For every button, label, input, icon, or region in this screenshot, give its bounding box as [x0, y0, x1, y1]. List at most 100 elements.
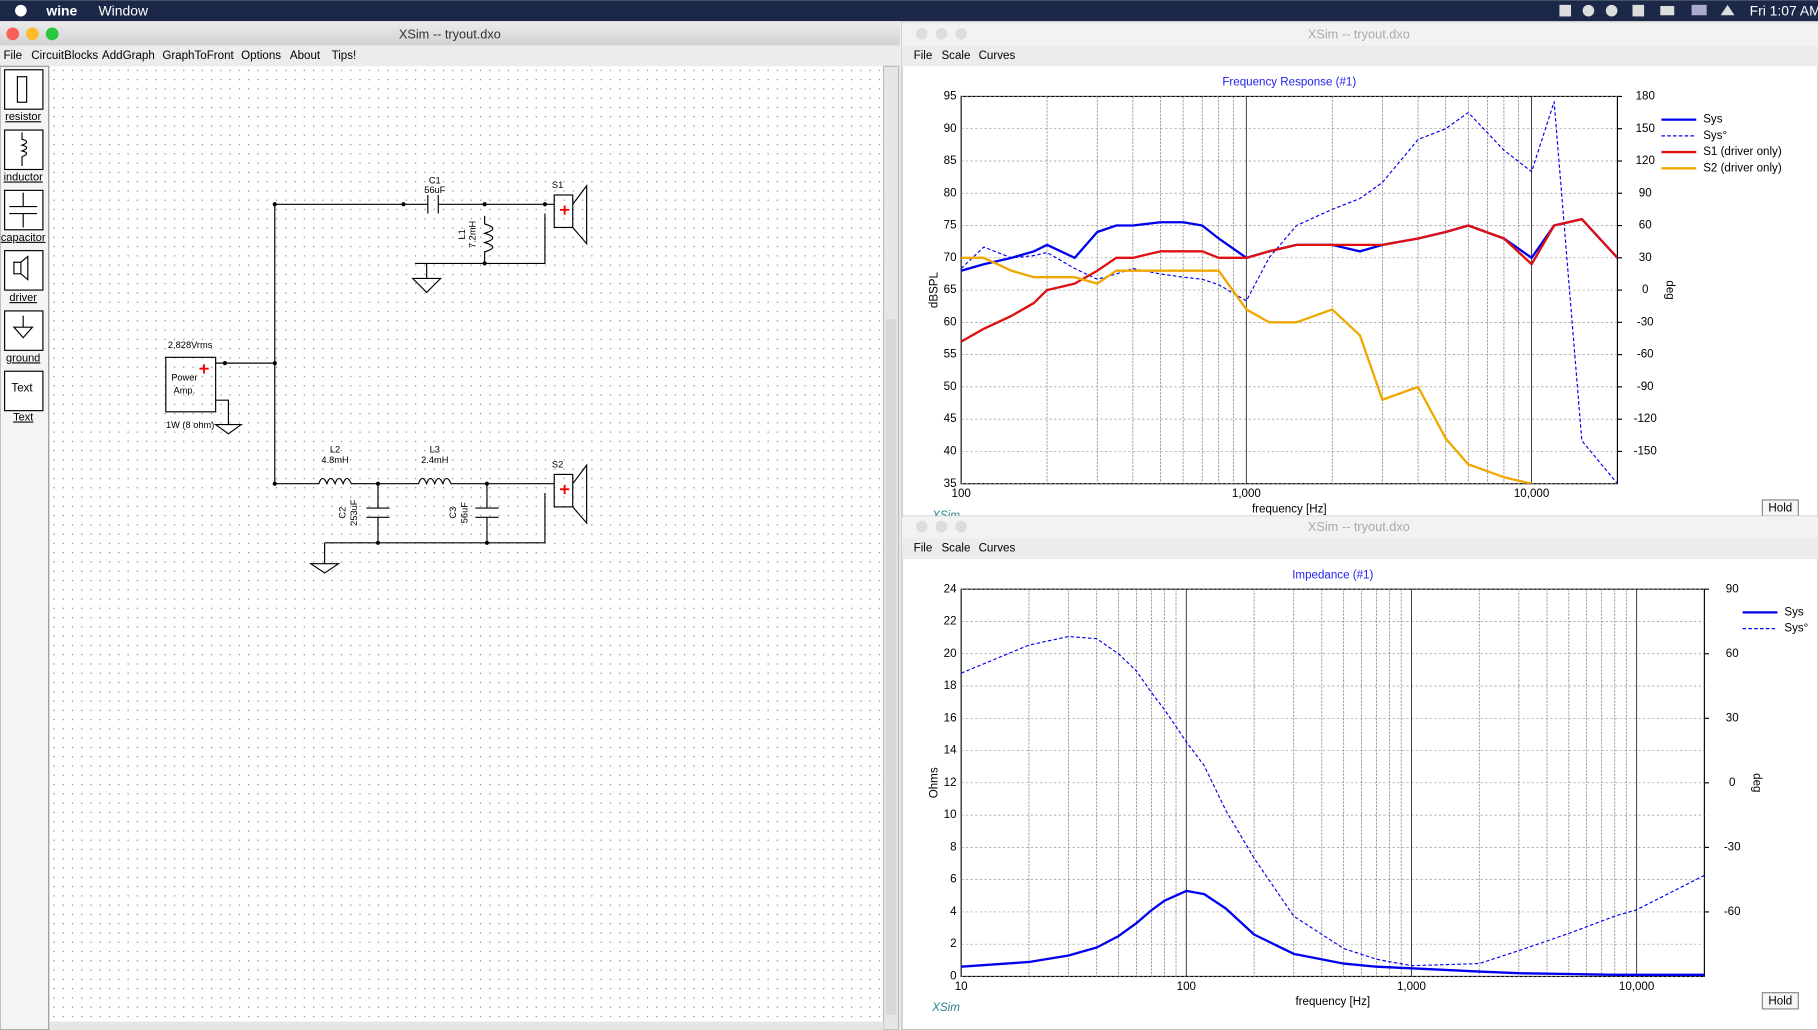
x-tick-label: 1,000: [1397, 981, 1426, 993]
y2-tick-label: -60: [1724, 906, 1741, 918]
scroll-thumb[interactable]: [885, 319, 897, 1015]
close-button[interactable]: [915, 28, 928, 40]
source-voltage: 2.828Vrms: [168, 340, 213, 350]
y-tick-label: 55: [944, 349, 957, 361]
y-tick-label: 75: [944, 220, 957, 232]
menu-item[interactable]: Scale: [941, 543, 970, 555]
hold-button-label[interactable]: Hold: [1768, 995, 1792, 1007]
zoom-button[interactable]: [955, 28, 967, 40]
y-tick-label: 18: [944, 680, 957, 692]
y-tick-label: 8: [950, 841, 956, 853]
y-tick-label: 0: [950, 971, 956, 983]
x-axis-label: frequency [Hz]: [1295, 996, 1370, 1008]
y-axis-label: dBSPL: [929, 271, 941, 308]
apple-icon[interactable]: [15, 4, 27, 17]
series-group: [961, 635, 1705, 976]
schematic-wires: [165, 183, 588, 574]
y2-tick-label: 30: [1726, 712, 1739, 724]
x-tick-label: 100: [1177, 981, 1196, 993]
polarity-marks: [199, 205, 570, 495]
y2-tick-label: 150: [1636, 123, 1655, 135]
y-axis-label: Ohms: [929, 767, 941, 798]
x-tick-label: 1,000: [1232, 488, 1261, 500]
component-label: C1: [429, 176, 441, 186]
y2-tick-label: -30: [1724, 841, 1741, 853]
component-label: L3: [430, 445, 440, 455]
h-scrollbar[interactable]: [49, 1021, 884, 1030]
chart: 35 40 45 50 55 60 65 70 75 80 85 90 95 -150 -120 -90 -60…: [929, 77, 1782, 516]
zoom-button[interactable]: [955, 520, 967, 533]
x-tick-label: 10: [955, 981, 968, 993]
menu-item[interactable]: Scale: [941, 50, 970, 62]
chart-title: Impedance (#1): [1292, 569, 1373, 581]
close-button[interactable]: [6, 27, 20, 41]
palette-item[interactable]: driver: [9, 292, 37, 304]
palette-item[interactable]: resistor: [5, 111, 41, 123]
y-tick-label: 45: [944, 413, 957, 425]
y2-tick-label: 90: [1639, 187, 1652, 199]
title-bar: [902, 22, 1818, 46]
menu-item[interactable]: File: [914, 50, 933, 62]
menu-item[interactable]: File: [3, 50, 22, 62]
y-tick-label: 40: [944, 445, 957, 457]
component-value: 2.4mH: [421, 455, 448, 465]
y2-tick-label: 180: [1636, 91, 1655, 103]
menu-item[interactable]: About: [290, 50, 321, 62]
y-tick-label: 16: [944, 712, 957, 724]
app-name[interactable]: wine: [45, 2, 77, 18]
y2-axis-label: deg: [1750, 773, 1762, 792]
title-bar: [0, 22, 900, 46]
menu-item[interactable]: CircuitBlocks: [31, 50, 98, 62]
menu-item[interactable]: AddGraph: [102, 50, 155, 62]
y-tick-label: 85: [944, 155, 957, 167]
y2-tick-label: -150: [1634, 445, 1657, 457]
charts: 35404550556065707580859095-150-120-90-60…: [929, 77, 1809, 1008]
y2-tick-label: -120: [1634, 413, 1657, 425]
palette-item[interactable]: ground: [6, 352, 40, 364]
source-load: 1W (8 ohm): [166, 420, 214, 430]
component-label: L2: [330, 445, 340, 455]
close-button[interactable]: [915, 520, 928, 533]
palette-item[interactable]: inductor: [4, 172, 43, 184]
clock: Fri 1:07 AM: [1750, 2, 1818, 18]
menu-item[interactable]: GraphToFront: [162, 50, 234, 62]
menu-item[interactable]: Curves: [979, 50, 1016, 62]
x-tick-label: 10,000: [1514, 488, 1549, 500]
palette-item[interactable]: Text: [13, 412, 33, 424]
menu-item[interactable]: Curves: [979, 543, 1016, 555]
window-title: XSim -- tryout.dxo: [1308, 519, 1410, 534]
menu-item[interactable]: Tips!: [332, 50, 357, 62]
x-axis-label: frequency [Hz]: [1252, 503, 1327, 515]
hold-button-label[interactable]: Hold: [1768, 503, 1792, 515]
palette-item[interactable]: capacitor: [1, 232, 46, 244]
menu-item[interactable]: Window: [99, 2, 149, 18]
y-tick-label: 95: [944, 91, 957, 103]
component-value: 56uF: [424, 185, 445, 195]
menu-item[interactable]: File: [914, 543, 933, 555]
series-line: [961, 101, 1618, 484]
menu-item[interactable]: Options: [241, 50, 281, 62]
hold-button[interactable]: [1761, 992, 1799, 1010]
y-tick-label: 35: [944, 478, 957, 490]
y2-tick-label: 60: [1726, 648, 1739, 660]
legend-label: Sys°: [1703, 130, 1727, 142]
y-tick-label: 80: [944, 187, 957, 199]
legend-label: Sys: [1703, 114, 1723, 126]
x-tick-label: 100: [952, 488, 971, 500]
palette-icon-text[interactable]: Text: [11, 383, 33, 395]
minimize-button[interactable]: [935, 520, 948, 533]
menubar-bg: [0, 0, 1818, 22]
y-tick-label: 24: [944, 583, 957, 595]
y2-tick-label: 0: [1729, 777, 1735, 789]
legend-label: Sys°: [1784, 623, 1808, 635]
y2-tick-label: 60: [1639, 220, 1652, 232]
zoom-button[interactable]: [45, 27, 59, 41]
y-tick-label: 10: [944, 809, 957, 821]
y2-tick-label: -90: [1637, 381, 1654, 393]
minimize-button[interactable]: [26, 27, 39, 41]
window-title: XSim -- tryout.dxo: [1308, 26, 1410, 41]
minimize-button[interactable]: [935, 28, 948, 40]
component-value: 4.8mH: [321, 455, 348, 465]
component-label: S1: [552, 180, 563, 190]
